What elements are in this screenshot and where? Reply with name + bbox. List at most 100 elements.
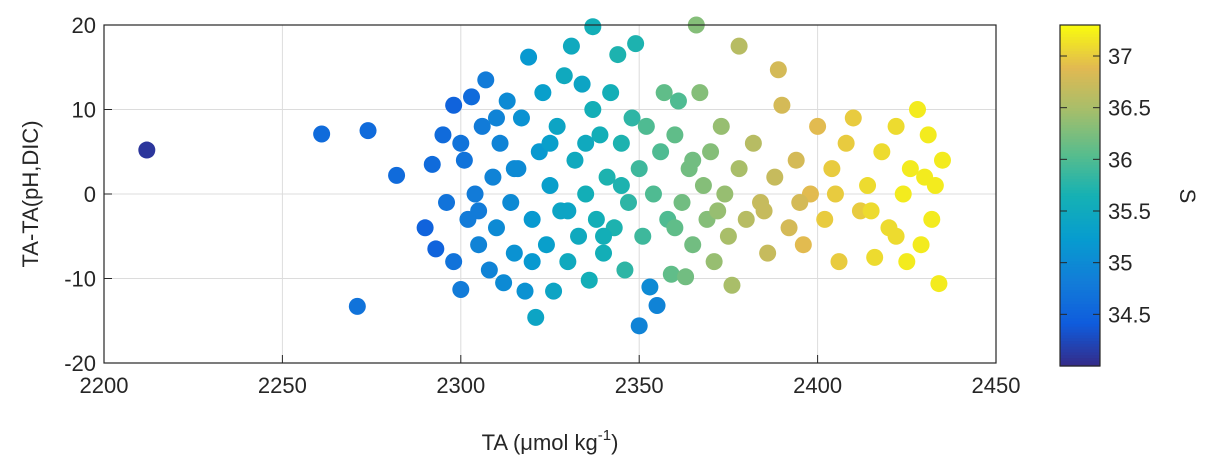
point	[634, 227, 652, 245]
point	[359, 122, 377, 140]
point	[866, 248, 884, 266]
colorbar-segment	[1060, 90, 1100, 94]
point	[587, 210, 605, 228]
point	[438, 193, 456, 211]
point	[648, 297, 666, 315]
x-tick-label: 2400	[793, 373, 842, 398]
colorbar-segment	[1060, 33, 1100, 37]
colorbar-segment	[1060, 164, 1100, 168]
colorbar-segment	[1060, 340, 1100, 344]
colorbar-segment	[1060, 286, 1100, 290]
point	[730, 37, 748, 55]
point	[662, 265, 680, 283]
colorbar-segment	[1060, 184, 1100, 188]
point	[666, 126, 684, 144]
point	[616, 261, 634, 279]
colorbar-segment	[1060, 78, 1100, 83]
colorbar-segment	[1060, 289, 1100, 293]
colorbar-tick-label: 35.5	[1108, 199, 1151, 224]
colorbar-segment	[1060, 115, 1100, 120]
colorbar-segment	[1060, 246, 1100, 251]
point	[452, 134, 470, 152]
point	[348, 297, 366, 315]
point	[416, 219, 434, 237]
colorbar-segment	[1060, 215, 1100, 219]
point	[705, 253, 723, 271]
colorbar-segment	[1060, 297, 1100, 302]
point	[919, 126, 937, 144]
point	[487, 109, 505, 127]
point	[423, 155, 441, 173]
point	[452, 280, 470, 298]
point	[612, 177, 630, 195]
colorbar-segment	[1060, 314, 1100, 319]
colorbar-segment	[1060, 124, 1100, 128]
colorbar-segment	[1060, 209, 1100, 214]
point	[505, 244, 523, 262]
point	[537, 236, 555, 254]
colorbar-segment	[1060, 363, 1100, 367]
point	[138, 141, 156, 159]
colorbar-segment	[1060, 294, 1100, 299]
point	[388, 166, 406, 184]
colorbar-segment	[1060, 39, 1100, 43]
point	[859, 177, 877, 195]
colorbar-segment	[1060, 192, 1100, 197]
point	[584, 18, 602, 36]
colorbar-segment	[1060, 189, 1100, 194]
colorbar-segment	[1060, 280, 1100, 285]
point	[466, 185, 484, 203]
colorbar-segment	[1060, 357, 1100, 361]
point	[455, 151, 473, 169]
colorbar-segment	[1060, 337, 1100, 342]
colorbar-segment	[1060, 346, 1100, 350]
point	[566, 151, 584, 169]
colorbar-segment	[1060, 348, 1100, 353]
colorbar-segment	[1060, 107, 1100, 111]
colorbar-segment	[1060, 229, 1100, 234]
y-tick-label: 10	[72, 98, 96, 123]
point	[559, 253, 577, 271]
point	[912, 236, 930, 254]
colorbar-segment	[1060, 178, 1100, 182]
colorbar-segment	[1060, 167, 1100, 171]
colorbar-segment	[1060, 235, 1100, 239]
point	[830, 253, 848, 271]
point	[712, 117, 730, 135]
x-axis-label-main: TA (μmol kg	[482, 430, 598, 455]
colorbar-segment	[1060, 135, 1100, 140]
colorbar-segment	[1060, 343, 1100, 347]
axes-box	[103, 24, 997, 364]
colorbar-segment	[1060, 232, 1100, 236]
colorbar-segment	[1060, 147, 1100, 151]
colorbar-tick-label: 36.5	[1108, 96, 1151, 121]
point	[512, 109, 530, 127]
colorbar-segment	[1060, 326, 1100, 330]
colorbar-segment	[1060, 161, 1100, 165]
colorbar-segment	[1060, 53, 1100, 57]
colorbar-segment	[1060, 175, 1100, 180]
point	[755, 202, 773, 220]
colorbar-segment	[1060, 206, 1100, 211]
point	[520, 48, 538, 66]
point	[730, 160, 748, 178]
point	[791, 193, 809, 211]
point	[591, 126, 609, 144]
point	[933, 151, 951, 169]
point	[677, 268, 695, 286]
colorbar-segment	[1060, 141, 1100, 145]
point	[619, 193, 637, 211]
x-tick-label: 2250	[258, 373, 307, 398]
colorbar-segment	[1060, 84, 1100, 89]
colorbar-segment	[1060, 104, 1100, 109]
colorbar-segment	[1060, 269, 1100, 273]
colorbar-segment	[1060, 76, 1100, 80]
colorbar-segment	[1060, 87, 1100, 91]
colorbar-segment	[1060, 138, 1100, 143]
point	[548, 117, 566, 135]
colorbar-segment	[1060, 329, 1100, 333]
point	[766, 168, 784, 186]
point	[823, 160, 841, 178]
colorbar-segment	[1060, 181, 1100, 185]
